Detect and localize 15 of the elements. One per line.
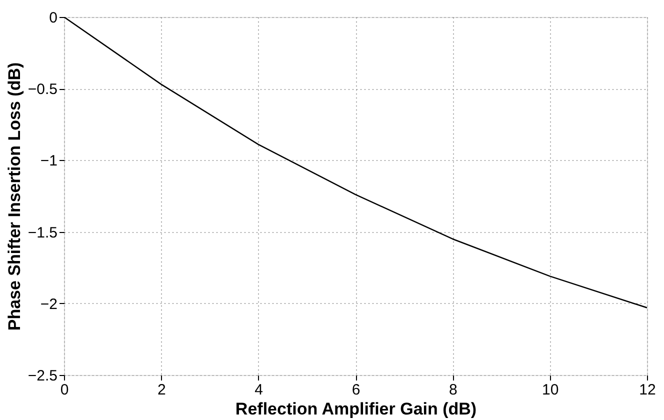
x-axis-title: Reflection Amplifier Gain (dB) [235,400,477,418]
y-tick-label: −1.5 [28,224,58,242]
x-tick-label: 0 [60,382,69,398]
y-tick-label: −0.5 [28,81,58,98]
x-tick-label: 12 [639,382,656,398]
y-tick-label: −2 [40,296,58,313]
x-tick-label: 8 [448,382,458,398]
x-tick-label: 4 [254,382,264,398]
x-tick-label: 10 [542,382,559,398]
y-tick-label: 0 [49,10,58,26]
y-tick-label: −2.5 [28,368,58,384]
y-tick-label: −1 [40,152,58,170]
x-tick-label: 2 [157,382,166,398]
x-tick-label: 6 [352,382,360,398]
y-axis-title: Phase Shifter Insertion Loss (dB) [4,62,24,331]
